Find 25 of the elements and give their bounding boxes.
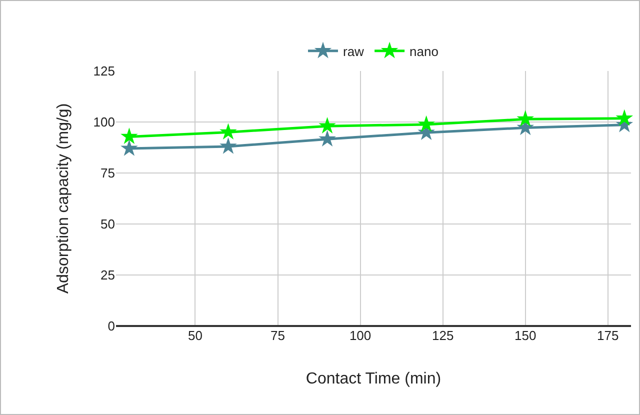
point (616, 109, 634, 126)
point (120, 128, 138, 144)
y-tick-label: 125 (93, 64, 115, 79)
x-tick-label: 175 (597, 328, 619, 343)
point (220, 123, 237, 140)
y-tick-label: 50 (100, 216, 115, 232)
legend-label: nano (410, 44, 438, 59)
legend-label: raw (343, 44, 365, 59)
y-tick-label: 100 (93, 114, 115, 130)
point (516, 110, 534, 126)
point (418, 115, 435, 132)
point (120, 139, 138, 156)
x-tick-label: 100 (349, 328, 372, 343)
x-tick-label: 75 (270, 328, 285, 343)
y-tick-label: 25 (100, 268, 115, 283)
x-tick-label: 50 (188, 328, 202, 343)
point (318, 130, 336, 146)
point (318, 116, 336, 134)
y-tick-label: 75 (100, 166, 115, 181)
x-tick-label: 150 (514, 328, 536, 343)
y-tick-label: 0 (108, 318, 115, 334)
y-axis-title: Adsorption capacity (mg/g) (55, 103, 72, 294)
point (220, 137, 237, 154)
x-axis-title: Contact Time (min) (306, 370, 442, 388)
x-tick-label: 125 (432, 328, 454, 343)
